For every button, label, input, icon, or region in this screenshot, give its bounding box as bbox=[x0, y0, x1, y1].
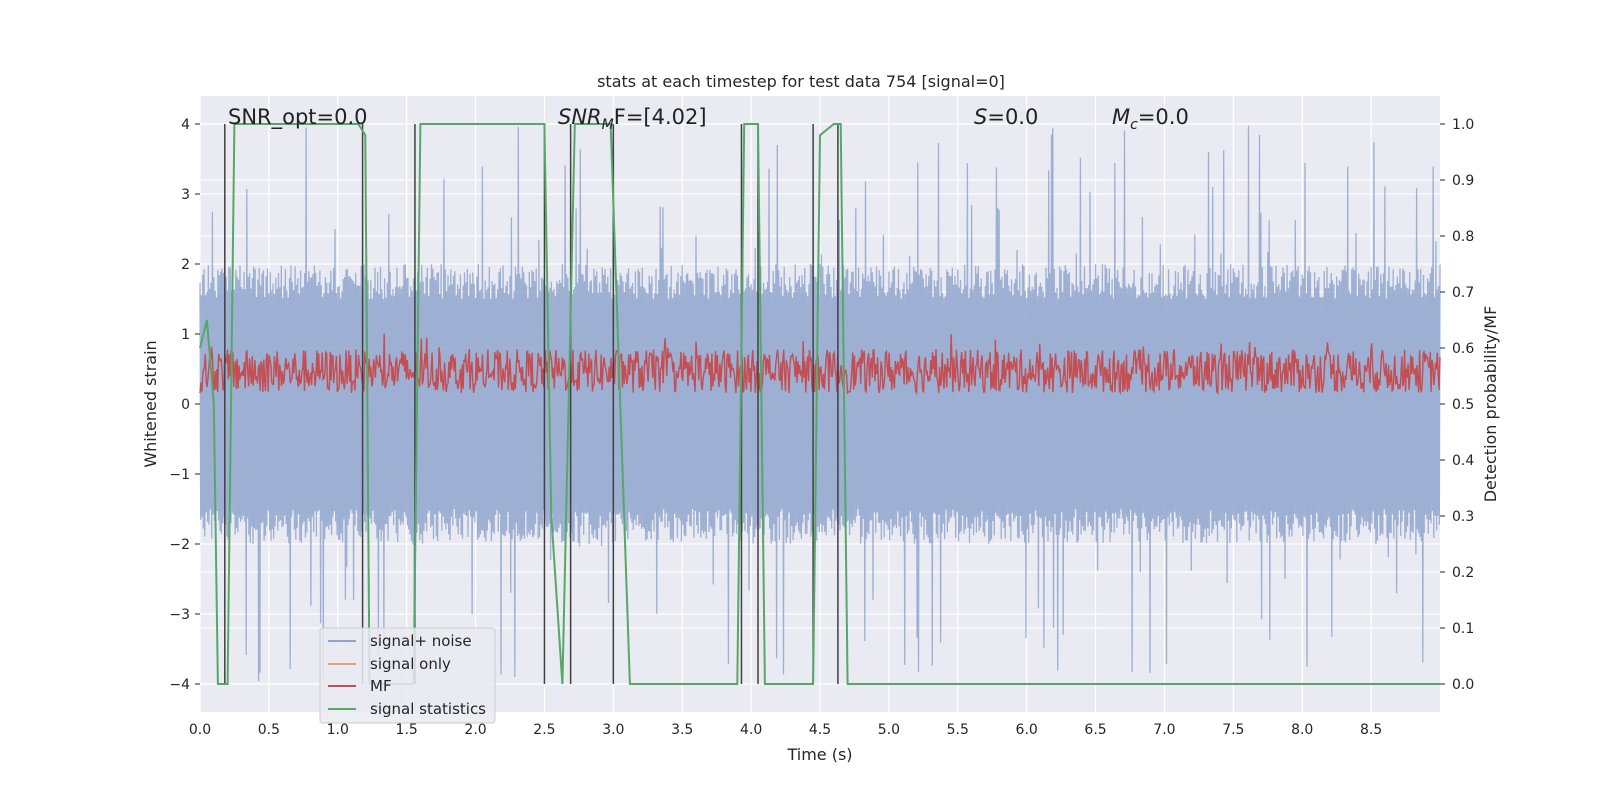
y2-tick-label: 0.0 bbox=[1452, 677, 1474, 693]
annotation-s-sym: S bbox=[974, 105, 987, 129]
x-tick-label: 5.5 bbox=[947, 722, 969, 738]
y2-tick-label: 0.5 bbox=[1452, 397, 1474, 413]
x-tick-label: 2.0 bbox=[464, 722, 486, 738]
legend-label-mf: MF bbox=[370, 677, 392, 695]
x-tick-label: 0.0 bbox=[189, 722, 211, 738]
y-tick-label: 1 bbox=[181, 327, 190, 343]
y-tick-label: 2 bbox=[181, 257, 190, 273]
annotation-snr-mf: SNRMF=[4.02] bbox=[558, 105, 707, 133]
legend-label-signal-statistics: signal statistics bbox=[370, 700, 486, 718]
y-tick-label: 4 bbox=[181, 117, 190, 133]
annotation-snr-mf-rest: F=[4.02] bbox=[614, 105, 707, 129]
y2-tick-label: 0.6 bbox=[1452, 341, 1474, 357]
chart-title: stats at each timestep for test data 754… bbox=[597, 72, 1005, 91]
y2-tick-label: 1.0 bbox=[1452, 117, 1474, 133]
annotation-snr-opt: SNR_opt=0.0 bbox=[228, 105, 368, 130]
legend-box bbox=[319, 627, 496, 724]
x-tick-label: 4.0 bbox=[740, 722, 762, 738]
y-tick-label: −2 bbox=[169, 537, 190, 553]
x-tick-label: 2.5 bbox=[533, 722, 555, 738]
annotation-snr-mf-sub: M bbox=[602, 117, 614, 133]
y2-tick-label: 0.1 bbox=[1452, 621, 1474, 637]
y-tick-label: −3 bbox=[169, 607, 190, 623]
y2-axis-label: Detection probability/MF bbox=[1481, 306, 1500, 503]
signal-noise-line bbox=[199, 123, 1441, 682]
x-tick-label: 6.0 bbox=[1016, 722, 1038, 738]
x-tick-label: 0.5 bbox=[258, 722, 280, 738]
y-tick-label: 3 bbox=[181, 187, 190, 203]
y-axis-ticks: −4 −3 −2 −1 0 1 2 3 4 bbox=[169, 117, 200, 693]
annotation-mc-sym: M bbox=[1112, 105, 1130, 129]
annotation-s: S=0.0 bbox=[974, 105, 1038, 129]
y2-tick-label: 0.9 bbox=[1452, 173, 1474, 189]
mf-line bbox=[199, 333, 1441, 396]
x-tick-label: 5.0 bbox=[878, 722, 900, 738]
annotation-mc-sub: c bbox=[1130, 117, 1138, 133]
y2-tick-label: 0.2 bbox=[1452, 565, 1474, 581]
legend: signal+ noise signal only MF signal stat… bbox=[319, 627, 496, 724]
x-tick-label: 4.5 bbox=[809, 722, 831, 738]
x-tick-label: 1.0 bbox=[327, 722, 349, 738]
y2-tick-label: 0.4 bbox=[1452, 453, 1474, 469]
y2-tick-label: 0.3 bbox=[1452, 509, 1474, 525]
signal-noise-series bbox=[199, 123, 1441, 682]
annotation-snr-mf-sym: SNR bbox=[558, 105, 602, 129]
x-tick-label: 3.0 bbox=[602, 722, 624, 738]
x-tick-label: 8.5 bbox=[1360, 722, 1382, 738]
signal-statistics-line bbox=[199, 123, 1440, 685]
y2-tick-label: 0.7 bbox=[1452, 285, 1474, 301]
annotation-s-rest: =0.0 bbox=[987, 105, 1038, 129]
x-tick-label: 8.0 bbox=[1291, 722, 1313, 738]
legend-label-signal-only: signal only bbox=[370, 655, 451, 673]
y-tick-label: −4 bbox=[169, 677, 190, 693]
x-axis-label: Time (s) bbox=[786, 745, 852, 764]
legend-label-signal-noise: signal+ noise bbox=[370, 632, 472, 650]
mf-series bbox=[199, 333, 1441, 396]
x-tick-label: 7.5 bbox=[1222, 722, 1244, 738]
y2-tick-label: 0.8 bbox=[1452, 229, 1474, 245]
x-axis-ticks: 0.0 0.5 1.0 1.5 2.0 2.5 3.0 3.5 4.0 4.5 5.0 5.5 6.0 6… bbox=[189, 722, 1382, 738]
x-tick-label: 6.5 bbox=[1084, 722, 1106, 738]
y-tick-label: 0 bbox=[181, 397, 190, 413]
signal-statistics-series bbox=[199, 123, 1440, 685]
x-tick-label: 7.0 bbox=[1153, 722, 1175, 738]
y2-axis-ticks: 0.0 0.1 0.2 0.3 0.4 0.5 0.6 0.7 0.8 0.9 1.0 bbox=[1440, 117, 1474, 693]
y-tick-label: −1 bbox=[169, 467, 190, 483]
annotation-mc: Mc=0.0 bbox=[1112, 105, 1189, 133]
x-tick-label: 3.5 bbox=[671, 722, 693, 738]
y-axis-label: Whitened strain bbox=[141, 340, 160, 467]
annotation-mc-rest: =0.0 bbox=[1138, 105, 1189, 129]
x-tick-label: 1.5 bbox=[396, 722, 418, 738]
